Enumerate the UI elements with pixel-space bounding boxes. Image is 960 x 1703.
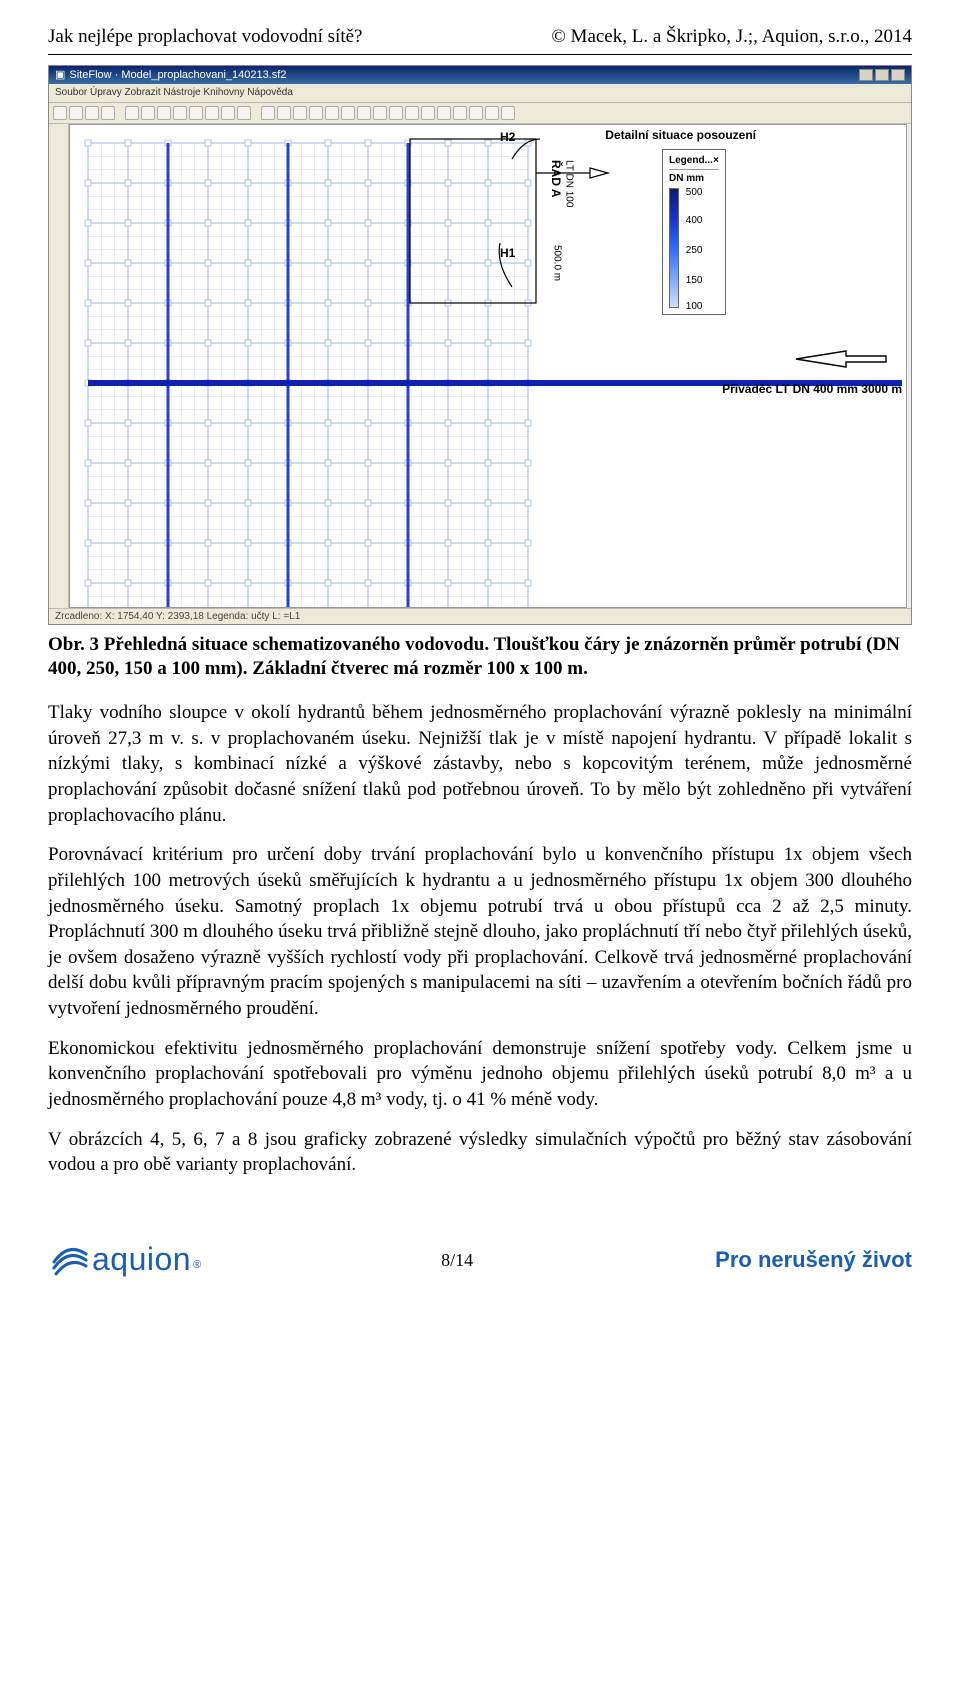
- legend-gradient: [669, 188, 679, 308]
- paragraph-2: Porovnávací kritérium pro určení doby tr…: [48, 842, 912, 1021]
- registered-icon: ®: [193, 1258, 201, 1273]
- logo-swirl-icon: [48, 1238, 92, 1282]
- figure-canvas: Detailní situace posouzení H2 H1 ŘAD A L…: [69, 124, 907, 608]
- status-bar: Zrcadleno: X: 1754,40 Y: 2393,18 Legenda…: [49, 608, 911, 624]
- legend-ticks: 500 400 250 150 100: [686, 188, 714, 308]
- logo-text: aquion: [92, 1238, 191, 1281]
- label-length: 500.0 m: [550, 245, 564, 281]
- legend-close-icon[interactable]: ×: [713, 154, 719, 168]
- pipe-network-diagram: [70, 125, 906, 607]
- label-h2: H2: [500, 129, 515, 145]
- callout-detail: Detailní situace posouzení: [605, 127, 756, 143]
- figure-3-screenshot: ▣ SiteFlow · Model_proplachovani_140213.…: [48, 65, 912, 625]
- app-icon: ▣: [55, 68, 65, 83]
- menu-bar[interactable]: Soubor Úpravy Zobrazit Nástroje Knihovny…: [49, 84, 911, 103]
- app-title: SiteFlow · Model_proplachovani_140213.sf…: [69, 68, 286, 83]
- page-header: Jak nejlépe proplachovat vodovodní sítě?…: [48, 24, 912, 55]
- label-h1: H1: [500, 245, 515, 261]
- paragraph-3: Ekonomickou efektivitu jednosměrného pro…: [48, 1036, 912, 1113]
- legend-title: Legend...: [669, 155, 713, 166]
- header-right: © Macek, L. a Škripko, J.;, Aquion, s.r.…: [551, 24, 912, 50]
- figure-3-caption: Obr. 3 Přehledná situace schematizovanéh…: [48, 633, 912, 682]
- footer-tagline: Pro nerušený život: [715, 1245, 912, 1275]
- toolbar[interactable]: [49, 103, 911, 124]
- label-privadec: Přivaděč LT DN 400 mm 3000 m: [722, 381, 902, 397]
- left-ruler: [49, 124, 69, 608]
- page-number: 8/14: [441, 1248, 473, 1272]
- aquion-logo: aquion ®: [48, 1238, 199, 1282]
- header-left: Jak nejlépe proplachovat vodovodní sítě?: [48, 24, 362, 50]
- paragraph-1: Tlaky vodního sloupce v okolí hydrantů b…: [48, 700, 912, 828]
- legend-box: Legend...× DN mm 500 400 250 150 100: [662, 149, 726, 315]
- label-rad-a-dn: LT DN 100: [562, 160, 576, 207]
- window-buttons[interactable]: [859, 69, 905, 81]
- app-titlebar: ▣ SiteFlow · Model_proplachovani_140213.…: [49, 66, 911, 85]
- paragraph-4: V obrázcích 4, 5, 6, 7 a 8 jsou graficky…: [48, 1127, 912, 1178]
- page-footer: aquion ® 8/14 Pro nerušený život: [48, 1238, 912, 1282]
- legend-unit: DN mm: [669, 172, 719, 186]
